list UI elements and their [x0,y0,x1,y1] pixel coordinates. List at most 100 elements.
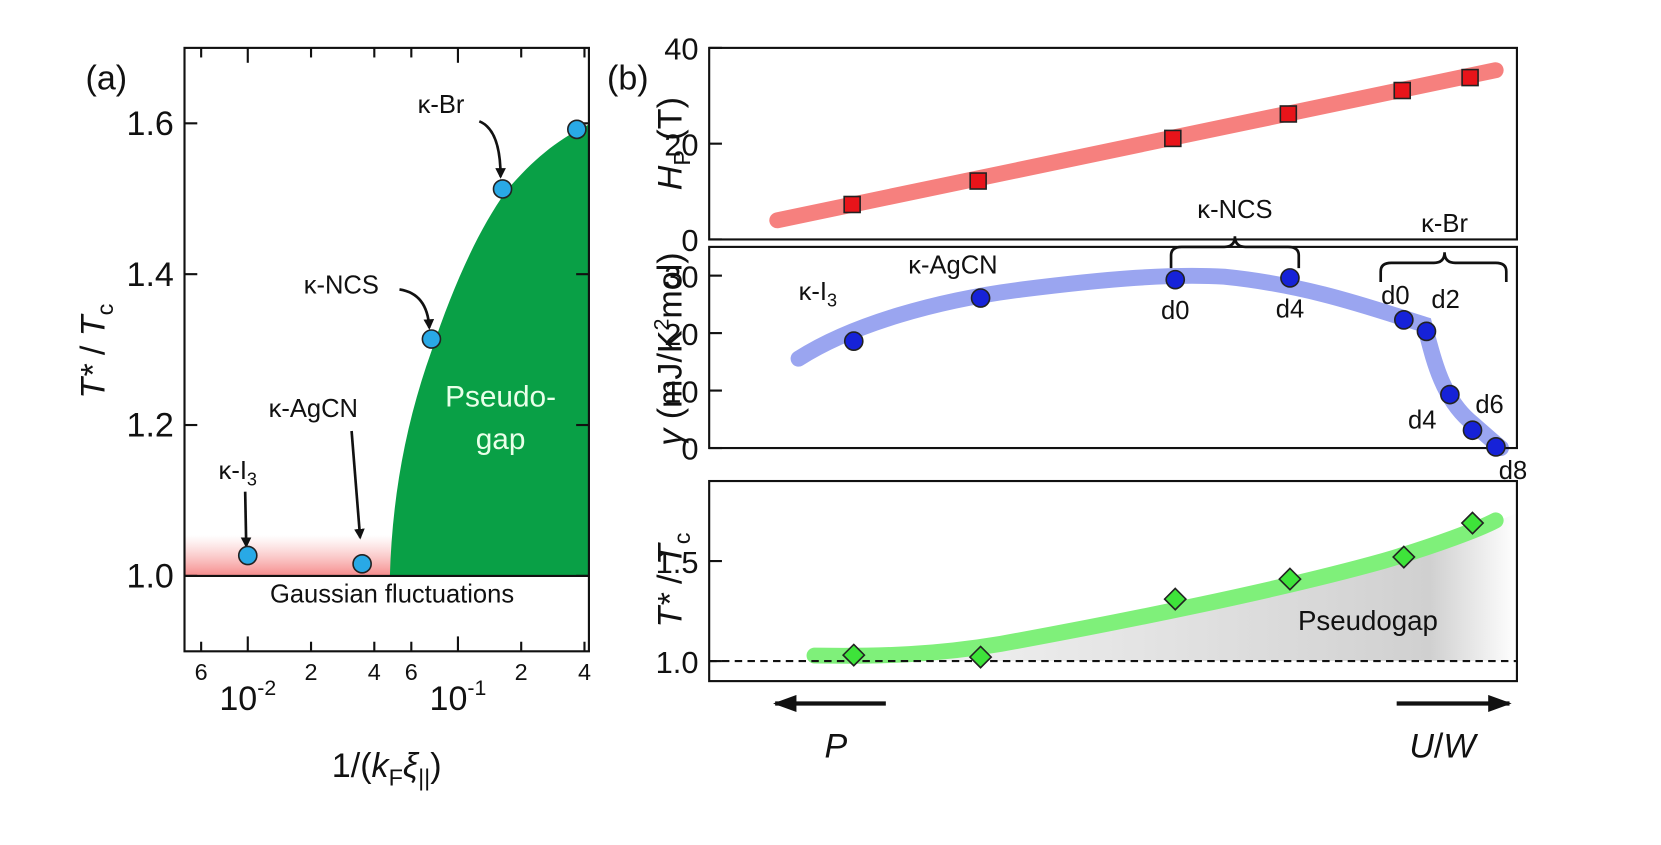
y-tick-label: 10 [664,374,698,409]
point [843,195,861,214]
y-tick-label: 0 [681,223,698,258]
region-label: Pseudo- [445,381,556,414]
x-tick-label: 2 [305,659,318,685]
guide-line [769,62,1504,229]
panel-label: (b) [607,59,649,97]
point [1440,384,1460,405]
x-axis-label: 1/(kFξ||) [332,747,442,791]
annotation: κ-NCS [304,272,379,300]
point [969,172,987,190]
y-tick-label: 20 [664,317,698,352]
plot-frame [183,46,590,653]
group-label: κ-NCS [1197,196,1272,224]
annotation: κ-Br [418,91,465,119]
tick-text: 4 [578,659,591,685]
arrow-label: U/W [1409,728,1478,766]
plot-frame [708,46,1518,241]
y-tick-label: 1.2 [127,407,174,445]
point [1164,129,1182,148]
y-tick-label: 1.0 [127,558,174,596]
y-tick-label: 1.6 [127,105,174,143]
guide-line [790,267,1509,457]
y-tick-label: 1.0 [656,645,699,680]
group-label: κ-AgCN [908,252,997,280]
tick-text: 2 [305,659,318,685]
point [1462,420,1483,441]
point [970,288,991,308]
tick-text: 6 [405,659,418,685]
x-tick-label: 2 [515,659,528,685]
point [1393,81,1412,100]
arrow [478,120,506,179]
y-tick-label: 30 [664,259,698,294]
tick-sup: -2 [257,676,276,700]
annotation: κ-AgCN [269,395,358,423]
y-tick-label: 1.5 [656,545,699,580]
band-label: Gaussian fluctuations [270,580,514,608]
tick-sup: -1 [467,676,486,700]
tick-text: 4 [368,659,381,685]
point [968,645,993,669]
point [1394,310,1414,330]
point-label: d4 [1276,295,1304,323]
point [352,553,372,574]
point [1278,567,1302,591]
tick-text: 10 [219,680,257,718]
point [1163,587,1188,611]
arrow [399,288,435,330]
pseudogap-region [936,512,1517,661]
arrow [350,430,365,540]
tick-text: 6 [195,659,208,685]
point [567,119,587,140]
point-label: d2 [1431,286,1459,314]
plot-frame [708,245,1518,450]
y-tick-label: 1.4 [127,256,174,294]
y-tick-label: 0 [681,432,698,467]
point [1461,68,1479,87]
x-tick-label: 10-1 [430,676,487,718]
x-tick-label: 4 [368,659,381,685]
x-tick-label: 4 [578,659,591,685]
point [841,643,866,667]
panel-label: (a) [86,59,128,97]
point [843,331,864,351]
point [237,545,258,566]
guide-line [806,512,1504,664]
point-label: d4 [1408,407,1436,435]
y-axis-label: T* / Tc [75,303,119,398]
point [1460,511,1485,535]
y-tick-label: 20 [664,127,698,162]
region-label: gap [476,423,526,456]
group-label: κ-Br [1421,210,1468,238]
tick-text: 10 [430,680,468,718]
x-tick-label: 10-2 [219,676,276,718]
point [1165,269,1186,290]
tick-text: 2 [515,659,528,685]
pseudogap-region [389,124,589,576]
point-label: d6 [1475,391,1503,419]
point [1280,268,1300,288]
point-label: d0 [1381,282,1409,310]
plot-frame [708,479,1518,683]
point [1416,321,1437,342]
y-axis-label: HP (T) [652,97,696,190]
point [1279,105,1298,123]
y-axis-label: γ (mJ/K2mol) [650,252,690,445]
arrow-label: P [824,728,847,766]
arrow [240,491,252,549]
bracket [1169,236,1301,269]
x-tick-label: 6 [195,659,208,685]
y-tick-label: 40 [664,32,698,67]
region-label: Pseudogap [1298,605,1438,636]
point [421,329,442,349]
point-label: d0 [1161,297,1189,325]
annotation: κ-I3 [219,457,257,489]
group-label: κ-I3 [799,278,837,310]
point [492,179,513,199]
bracket [1379,252,1508,283]
point [1392,545,1416,569]
point [1486,437,1506,457]
x-tick-label: 6 [405,659,418,685]
y-axis-label: T* / Tc [652,532,696,627]
